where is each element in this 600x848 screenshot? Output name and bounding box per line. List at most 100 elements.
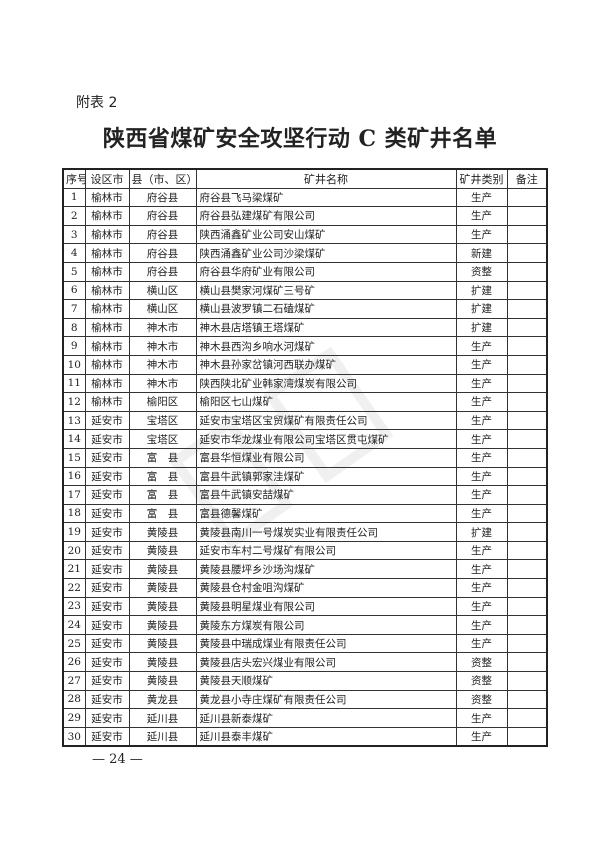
cell-mine-name: 延安市宝塔区宝贸煤矿有限责任公司: [195, 410, 457, 431]
cell-mine-type: 资整: [455, 652, 508, 673]
cell-remarks: [506, 671, 548, 691]
table-row: 14 延安市 宝塔区 延安市华龙煤业有限公司宝塔区贯屯煤矿 生产: [62, 429, 548, 449]
cell-mine-name: 横山县波罗镇二石磕煤矿: [195, 299, 457, 319]
cell-city: 榆林市: [84, 373, 130, 394]
cell-mine-name: 府谷县华府矿业有限公司: [195, 261, 457, 282]
cell-mine-name: 黄陵县腰坪乡沙场沟煤矿: [195, 559, 457, 580]
cell-city: 榆林市: [84, 243, 130, 263]
cell-remarks: [506, 596, 548, 617]
cell-county: 横山区: [128, 299, 197, 319]
cell-county: 横山区: [128, 280, 197, 301]
table-row: 3 榆林市 府谷县 陕西涌鑫矿业公司安山煤矿 生产: [62, 224, 548, 245]
cell-remarks: [506, 466, 548, 487]
table-row: 16 延安市富 县富县牛武镇郭家洼煤矿 生产: [62, 466, 548, 487]
table-row: 23 延安市 黄陵县 黄陵县明星煤业有限公司 生产: [62, 596, 548, 617]
cell-index: 22: [62, 578, 86, 598]
cell-remarks: [506, 299, 548, 319]
cell-mine-type: 生产: [455, 392, 508, 412]
cell-mine-type: 新建: [455, 243, 508, 263]
table-row: 12 榆林市 榆阳区 榆阳区七山煤矿 生产: [62, 392, 548, 412]
table-row: 22 延安市 黄陵县 黄陵县仓村金咀沟煤矿 生产: [62, 578, 548, 598]
cell-mine-name: 府谷县弘建煤矿有限公司: [195, 206, 457, 226]
cell-index: 12: [62, 392, 86, 412]
cell-mine-name: 富县德馨煤矿: [195, 503, 457, 524]
cell-county: 黄陵县: [128, 652, 197, 673]
cell-mine-type: 生产: [455, 559, 508, 580]
cell-county: 府谷县: [128, 224, 197, 245]
cell-remarks: [506, 615, 548, 635]
cell-mine-name: 黄陵县明星煤业有限公司: [195, 596, 457, 617]
cell-mine-name: 黄陵县南川一号煤炭实业有限责任公司: [195, 522, 457, 542]
cell-mine-type: 生产: [455, 354, 508, 375]
cell-mine-name: 黄陵县店头宏兴煤业有限公司: [195, 652, 457, 673]
cell-remarks: [506, 578, 548, 598]
cell-city: 延安市: [84, 559, 130, 580]
table-row: 9 榆林市 神木市 神木县西沟乡响水河煤矿 生产: [62, 336, 548, 356]
cell-remarks: [506, 392, 548, 412]
cell-mine-name: 黄陵东方煤炭有限公司: [195, 615, 457, 635]
header-remarks: 备注: [506, 168, 548, 189]
cell-county: 延川县: [128, 726, 197, 747]
cell-mine-type: 生产: [455, 224, 508, 245]
cell-mine-type: 扩建: [455, 280, 508, 301]
cell-remarks: [506, 633, 548, 654]
cell-city: 延安市: [84, 596, 130, 617]
cell-county: 富 县: [128, 466, 197, 487]
header-mine-type: 矿井类别: [455, 168, 508, 189]
cell-remarks: [506, 708, 548, 728]
cell-mine-type: 生产: [455, 447, 508, 468]
table-row: 27 延安市 黄陵县 黄陵县天顺煤矿 资整: [62, 671, 548, 691]
cell-mine-name: 陕西涌鑫矿业公司安山煤矿: [195, 224, 457, 245]
cell-city: 延安市: [84, 689, 130, 710]
cell-mine-type: 生产: [455, 429, 508, 449]
cell-mine-name: 横山县樊家河煤矿三号矿: [195, 280, 457, 301]
cell-city: 榆林市: [84, 392, 130, 412]
cell-mine-type: 生产: [455, 206, 508, 226]
cell-mine-name: 黄龙县小寺庄煤矿有限责任公司: [195, 689, 457, 710]
table-row: 25 延安市 黄陵县 黄陵县中瑞成煤业有限责任公司 生产: [62, 633, 548, 654]
cell-mine-name: 神木县孙家岔镇河西联办煤矿: [195, 354, 457, 375]
table-header-row: 序号 设区市 县（市、区） 矿井名称 矿井类别 备注: [62, 168, 548, 189]
table-row: 26 延安市 黄陵县 黄陵县店头宏兴煤业有限公司 资整: [62, 652, 548, 673]
cell-mine-name: 富县牛武镇安喆煤矿: [195, 485, 457, 505]
cell-index: 27: [62, 671, 86, 691]
cell-remarks: [506, 373, 548, 394]
cell-county: 黄龙县: [128, 689, 197, 710]
cell-remarks: [506, 559, 548, 580]
cell-city: 榆林市: [84, 224, 130, 245]
cell-index: 15: [62, 447, 86, 468]
cell-city: 榆林市: [84, 187, 130, 208]
cell-index: 8: [62, 317, 86, 338]
cell-index: 7: [62, 299, 86, 319]
cell-mine-type: 扩建: [455, 299, 508, 319]
cell-index: 16: [62, 466, 86, 487]
cell-mine-type: 扩建: [455, 317, 508, 338]
cell-remarks: [506, 261, 548, 282]
cell-county: 神木市: [128, 354, 197, 375]
cell-index: 26: [62, 652, 86, 673]
cell-county: 府谷县: [128, 243, 197, 263]
cell-county: 富 县: [128, 447, 197, 468]
table-row: 5 榆林市 府谷县 府谷县华府矿业有限公司 资整: [62, 261, 548, 282]
cell-city: 延安市: [84, 485, 130, 505]
cell-city: 延安市: [84, 615, 130, 635]
cell-city: 榆林市: [84, 206, 130, 226]
cell-city: 榆林市: [84, 280, 130, 301]
cell-remarks: [506, 280, 548, 301]
cell-city: 延安市: [84, 708, 130, 728]
cell-mine-name: 榆阳区七山煤矿: [195, 392, 457, 412]
table-row: 11 榆林市 神木市 陕西陕北矿业韩家湾煤炭有限公司 生产: [62, 373, 548, 394]
table-row: 21 延安市 黄陵县 黄陵县腰坪乡沙场沟煤矿 生产: [62, 559, 548, 580]
cell-mine-name: 延川县新泰煤矿: [195, 708, 457, 728]
cell-mine-name: 陕西陕北矿业韩家湾煤炭有限公司: [195, 373, 457, 394]
cell-county: 神木市: [128, 336, 197, 356]
cell-index: 5: [62, 261, 86, 282]
cell-mine-type: 扩建: [455, 522, 508, 542]
cell-city: 延安市: [84, 633, 130, 654]
cell-index: 30: [62, 726, 86, 747]
cell-county: 延川县: [128, 708, 197, 728]
cell-index: 3: [62, 224, 86, 245]
cell-mine-name: 延川县泰丰煤矿: [195, 726, 457, 747]
table-row: 15 延安市富 县富县华恒煤业有限公司 生产: [62, 447, 548, 468]
cell-mine-type: 生产: [455, 503, 508, 524]
